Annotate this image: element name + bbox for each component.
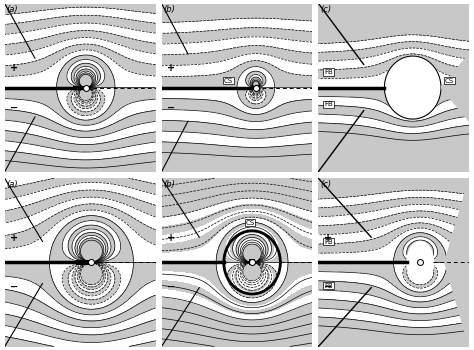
Polygon shape	[441, 54, 469, 88]
Bar	[73, 86, 84, 89]
Text: −: −	[10, 282, 18, 292]
Text: FB: FB	[324, 283, 333, 289]
Polygon shape	[445, 178, 469, 262]
Bar	[76, 260, 90, 265]
Text: (a): (a)	[7, 5, 18, 14]
Text: CS: CS	[246, 219, 255, 226]
Polygon shape	[445, 262, 469, 346]
Text: (c): (c)	[320, 180, 331, 189]
Bar	[249, 259, 255, 265]
Text: +: +	[167, 63, 175, 73]
Polygon shape	[224, 231, 280, 294]
Bar	[255, 85, 257, 91]
Text: −: −	[324, 282, 332, 292]
Text: CS: CS	[445, 77, 454, 84]
Text: −: −	[167, 103, 175, 113]
Text: +: +	[10, 233, 18, 243]
Text: (b): (b)	[164, 5, 175, 14]
Text: CS: CS	[224, 77, 233, 84]
Text: +: +	[167, 233, 175, 243]
Polygon shape	[441, 88, 469, 121]
Text: −: −	[167, 282, 175, 292]
Text: FB: FB	[324, 238, 333, 245]
Text: FB: FB	[324, 69, 333, 75]
Text: −: −	[10, 103, 18, 113]
Bar	[418, 260, 422, 265]
Text: FB: FB	[324, 102, 333, 107]
Polygon shape	[384, 56, 441, 119]
Text: +: +	[324, 233, 332, 243]
Text: (c): (c)	[320, 5, 331, 14]
Text: +: +	[10, 63, 18, 73]
Text: (b): (b)	[164, 180, 175, 189]
Text: (a): (a)	[7, 180, 18, 189]
Polygon shape	[407, 241, 433, 284]
